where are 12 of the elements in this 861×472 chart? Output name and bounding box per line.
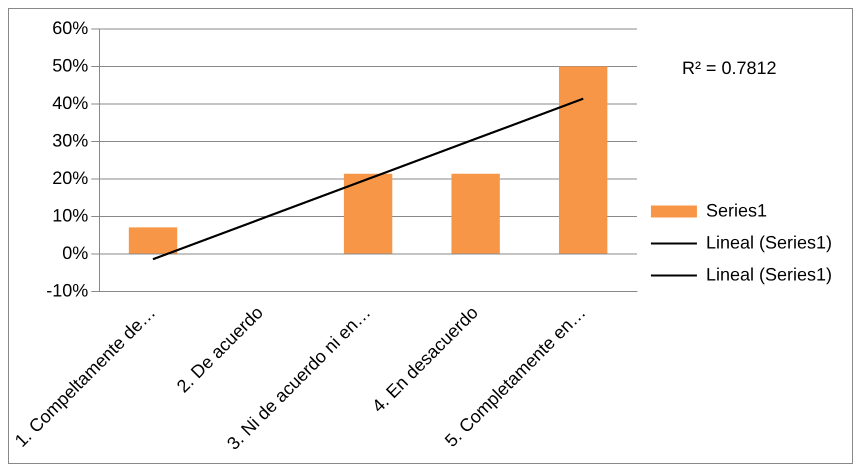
y-tick-label: -10% bbox=[46, 280, 88, 300]
legend-label: Lineal (Series1) bbox=[706, 232, 832, 252]
y-tick-label: 50% bbox=[52, 55, 88, 76]
text: R² = 0.7812 bbox=[682, 58, 776, 78]
y-tick-label: 30% bbox=[52, 130, 88, 150]
y-tick-label: 40% bbox=[52, 92, 88, 113]
y-tick-label: 20% bbox=[52, 168, 88, 188]
legend-label: Lineal (Series1) bbox=[706, 264, 832, 284]
y-tick-label: 0% bbox=[62, 242, 88, 263]
y-tick-label: 60% bbox=[52, 18, 88, 38]
legend-label: Series1 bbox=[706, 200, 767, 220]
y-tick-label: 10% bbox=[52, 205, 88, 226]
